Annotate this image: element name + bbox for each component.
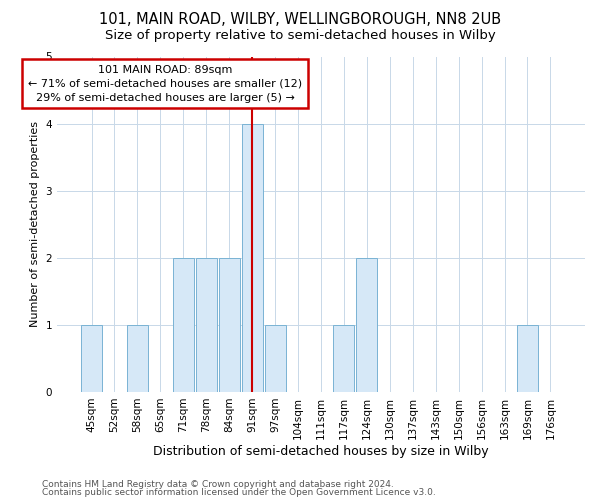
X-axis label: Distribution of semi-detached houses by size in Wilby: Distribution of semi-detached houses by …: [153, 444, 489, 458]
Bar: [127, 325, 148, 392]
Bar: [265, 325, 286, 392]
Bar: [218, 258, 240, 392]
Bar: [356, 258, 377, 392]
Bar: [242, 124, 263, 392]
Text: 101, MAIN ROAD, WILBY, WELLINGBOROUGH, NN8 2UB: 101, MAIN ROAD, WILBY, WELLINGBOROUGH, N…: [99, 12, 501, 28]
Bar: [173, 258, 194, 392]
Y-axis label: Number of semi-detached properties: Number of semi-detached properties: [30, 121, 40, 327]
Text: Contains public sector information licensed under the Open Government Licence v3: Contains public sector information licen…: [42, 488, 436, 497]
Bar: [196, 258, 217, 392]
Bar: [517, 325, 538, 392]
Text: Contains HM Land Registry data © Crown copyright and database right 2024.: Contains HM Land Registry data © Crown c…: [42, 480, 394, 489]
Bar: [334, 325, 355, 392]
Text: Size of property relative to semi-detached houses in Wilby: Size of property relative to semi-detach…: [104, 28, 496, 42]
Bar: [81, 325, 102, 392]
Text: 101 MAIN ROAD: 89sqm
← 71% of semi-detached houses are smaller (12)
29% of semi-: 101 MAIN ROAD: 89sqm ← 71% of semi-detac…: [28, 64, 302, 102]
